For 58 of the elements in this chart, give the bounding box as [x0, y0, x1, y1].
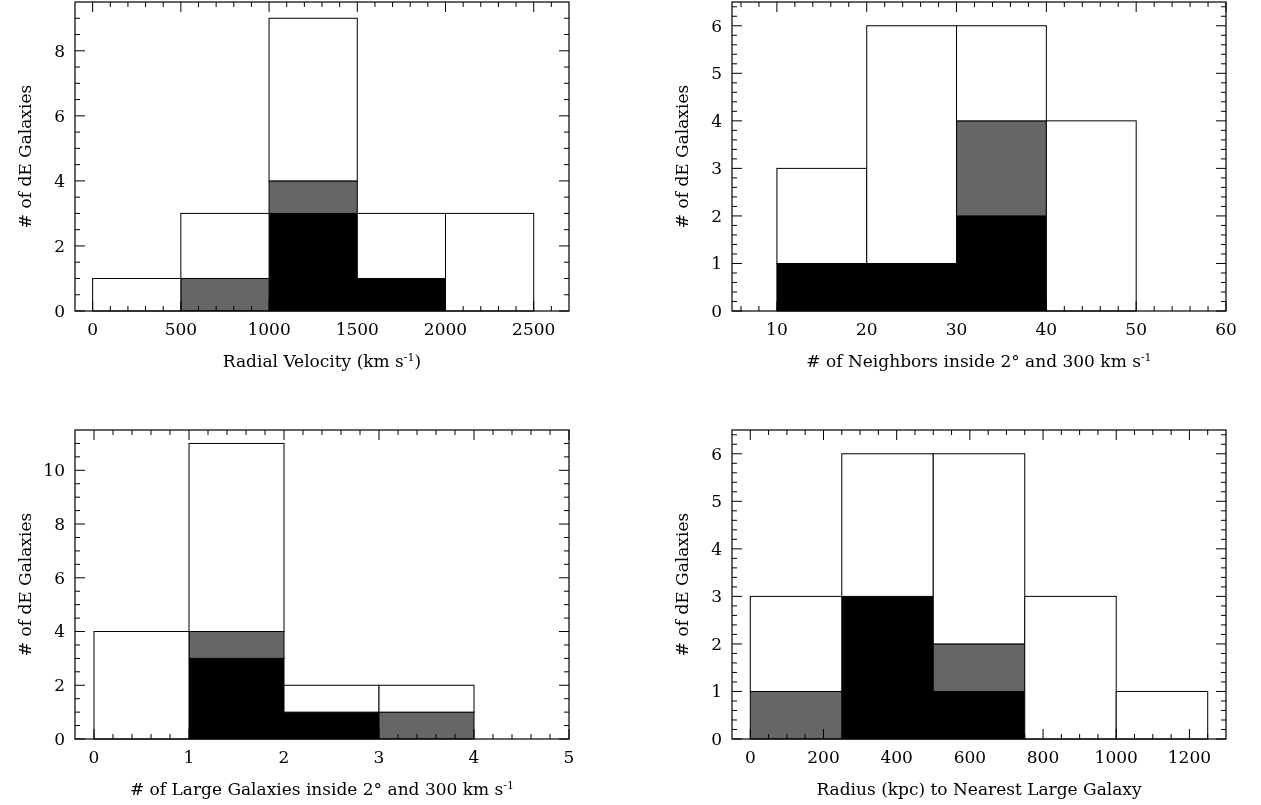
y-tick-label: 0: [711, 728, 722, 749]
y-axis-title: # of dE Galaxies: [15, 512, 35, 657]
x-axis-title: # of Neighbors inside 2° and 300 km s$^{-1}$: [806, 350, 1152, 371]
y-tick-label: 8: [54, 513, 65, 534]
x-tick-label: 60: [1215, 319, 1237, 339]
y-tick-label: 10: [43, 460, 65, 481]
y-tick-label: 3: [711, 158, 722, 179]
x-tick-label: 40: [1035, 319, 1058, 339]
y-tick-label: 6: [711, 443, 722, 464]
x-tick-label: 30: [945, 319, 968, 339]
x-tick-label: 1: [183, 747, 195, 767]
y-tick-label: 6: [54, 105, 65, 126]
x-tick-label: 5: [563, 747, 575, 767]
y-tick-label: 1: [711, 253, 722, 274]
y-tick-label: 6: [54, 567, 65, 588]
y-tick-label: 2: [54, 235, 65, 256]
x-tick-label: 0: [88, 747, 100, 767]
y-tick-label: 4: [54, 621, 65, 642]
y-tick-label: 2: [711, 205, 722, 226]
y-tick-label: 0: [54, 300, 65, 321]
y-tick-label: 4: [711, 538, 722, 559]
y-tick-label: 3: [711, 586, 722, 607]
x-tick-label: 10: [766, 319, 788, 339]
x-tick-label: 3: [373, 747, 385, 767]
x-tick-label: 0: [744, 747, 756, 767]
x-tick-label: 400: [880, 747, 913, 767]
x-tick-label: 2000: [423, 319, 468, 339]
x-tick-label: 4: [468, 747, 480, 767]
x-tick-label: 50: [1125, 319, 1147, 339]
x-tick-label: 800: [1026, 747, 1060, 767]
y-tick-label: 0: [711, 300, 722, 321]
y-axis-title: # of dE Galaxies: [672, 512, 692, 657]
x-tick-label: 0: [87, 319, 99, 339]
y-tick-label: 1: [711, 681, 722, 702]
y-axis-title: # of dE Galaxies: [672, 84, 692, 229]
x-tick-label: 1000: [1094, 747, 1138, 767]
y-tick-label: 0: [54, 728, 65, 749]
x-tick-label: 2500: [512, 319, 556, 339]
x-axis-title: Radius (kpc) to Nearest Large Galaxy: [816, 779, 1142, 799]
y-tick-label: 5: [711, 63, 722, 84]
y-tick-label: 4: [711, 110, 722, 131]
x-tick-label: 1200: [1167, 747, 1212, 767]
x-tick-label: 1000: [247, 319, 291, 339]
x-tick-label: 200: [807, 747, 840, 767]
y-tick-label: 2: [711, 633, 722, 654]
y-tick-label: 8: [54, 40, 65, 61]
x-tick-label: 20: [855, 319, 878, 339]
y-tick-label: 5: [711, 491, 722, 512]
x-tick-label: 600: [953, 747, 987, 767]
x-axis-title: Radial Velocity (km s$^{-1}$): [222, 350, 422, 371]
y-axis-title: # of dE Galaxies: [15, 84, 35, 229]
y-tick-label: 6: [711, 15, 722, 36]
x-axis-title: # of Large Galaxies inside 2° and 300 km s$^{-1}$: [129, 778, 515, 799]
y-tick-label: 2: [54, 675, 65, 696]
x-tick-label: 2: [278, 747, 290, 767]
x-tick-label: 500: [164, 319, 198, 339]
y-tick-label: 4: [54, 170, 65, 191]
x-tick-label: 1500: [335, 319, 379, 339]
